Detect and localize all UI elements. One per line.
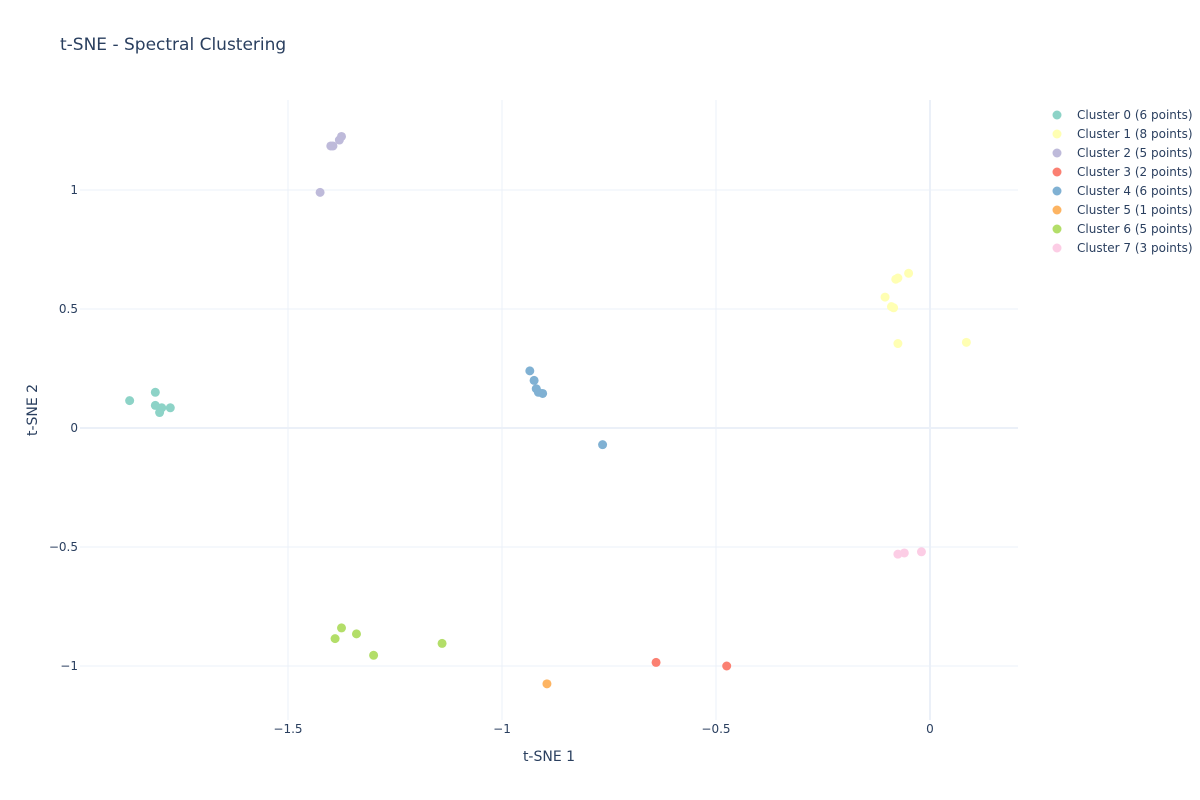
point-cluster-6 bbox=[337, 623, 346, 633]
y-axis-ticks: −1 −0.5 0 0.5 1 bbox=[49, 183, 78, 673]
legend-marker-cluster-3 bbox=[1052, 167, 1062, 177]
point-cluster-3 bbox=[651, 657, 661, 667]
point-cluster-1 bbox=[880, 292, 890, 302]
y-tick-label: −0.5 bbox=[49, 540, 78, 554]
x-axis-title: t-SNE 1 bbox=[523, 749, 575, 765]
y-tick-label: −1 bbox=[60, 659, 78, 673]
chart-title: t-SNE - Spectral Clustering bbox=[60, 35, 286, 55]
point-cluster-2 bbox=[326, 141, 336, 151]
points-layer bbox=[125, 131, 971, 689]
legend-label-cluster-0: Cluster 0 (6 points) bbox=[1077, 108, 1193, 122]
point-cluster-4 bbox=[525, 366, 535, 376]
grid-layer bbox=[80, 100, 1018, 720]
legend-label-cluster-2: Cluster 2 (5 points) bbox=[1077, 146, 1193, 160]
point-cluster-4 bbox=[598, 440, 608, 450]
point-cluster-2 bbox=[334, 135, 344, 145]
point-cluster-0 bbox=[150, 387, 160, 397]
y-tick-label: 0 bbox=[70, 421, 78, 435]
point-cluster-3 bbox=[722, 661, 732, 671]
x-tick-label: −1.5 bbox=[273, 722, 302, 736]
legend-label-cluster-4: Cluster 4 (6 points) bbox=[1077, 184, 1193, 198]
point-cluster-1 bbox=[893, 339, 903, 349]
legend-label-cluster-6: Cluster 6 (5 points) bbox=[1077, 222, 1193, 236]
x-tick-label: −1 bbox=[493, 722, 511, 736]
point-cluster-5 bbox=[542, 679, 552, 689]
legend-marker-cluster-4 bbox=[1052, 186, 1062, 196]
point-cluster-6 bbox=[437, 638, 447, 648]
legend-marker-cluster-0 bbox=[1052, 110, 1062, 120]
point-cluster-0 bbox=[155, 408, 165, 418]
point-cluster-7 bbox=[916, 547, 926, 557]
y-axis-title: t-SNE 2 bbox=[25, 384, 41, 436]
legend-label-cluster-7: Cluster 7 (3 points) bbox=[1077, 241, 1193, 255]
legend-marker-cluster-2 bbox=[1052, 148, 1062, 158]
point-cluster-2 bbox=[315, 187, 325, 197]
point-cluster-6 bbox=[351, 629, 361, 639]
x-axis-ticks: −1.5 −1 −0.5 0 bbox=[273, 722, 933, 736]
y-tick-label: 0.5 bbox=[59, 302, 78, 316]
legend-marker-cluster-5 bbox=[1052, 205, 1062, 215]
point-cluster-1 bbox=[961, 337, 971, 347]
point-cluster-1 bbox=[886, 302, 896, 312]
point-cluster-0 bbox=[165, 403, 175, 413]
point-cluster-6 bbox=[330, 634, 340, 644]
x-tick-label: 0 bbox=[926, 722, 934, 736]
legend: Cluster 0 (6 points) Cluster 1 (8 points)… bbox=[1052, 108, 1193, 255]
point-cluster-4 bbox=[538, 388, 548, 398]
legend-label-cluster-1: Cluster 1 (8 points) bbox=[1077, 127, 1193, 141]
point-cluster-1 bbox=[891, 274, 901, 284]
legend-marker-cluster-1 bbox=[1052, 129, 1062, 139]
legend-label-cluster-3: Cluster 3 (2 points) bbox=[1077, 165, 1193, 179]
point-cluster-0 bbox=[125, 396, 135, 406]
legend-marker-cluster-6 bbox=[1052, 224, 1062, 234]
y-tick-label: 1 bbox=[70, 183, 78, 197]
point-cluster-4 bbox=[529, 375, 539, 385]
point-cluster-6 bbox=[369, 650, 379, 660]
legend-label-cluster-5: Cluster 5 (1 points) bbox=[1077, 203, 1193, 217]
legend-marker-cluster-7 bbox=[1052, 243, 1062, 253]
point-cluster-7 bbox=[899, 548, 909, 558]
point-cluster-1 bbox=[904, 268, 914, 278]
x-tick-label: −0.5 bbox=[701, 722, 730, 736]
